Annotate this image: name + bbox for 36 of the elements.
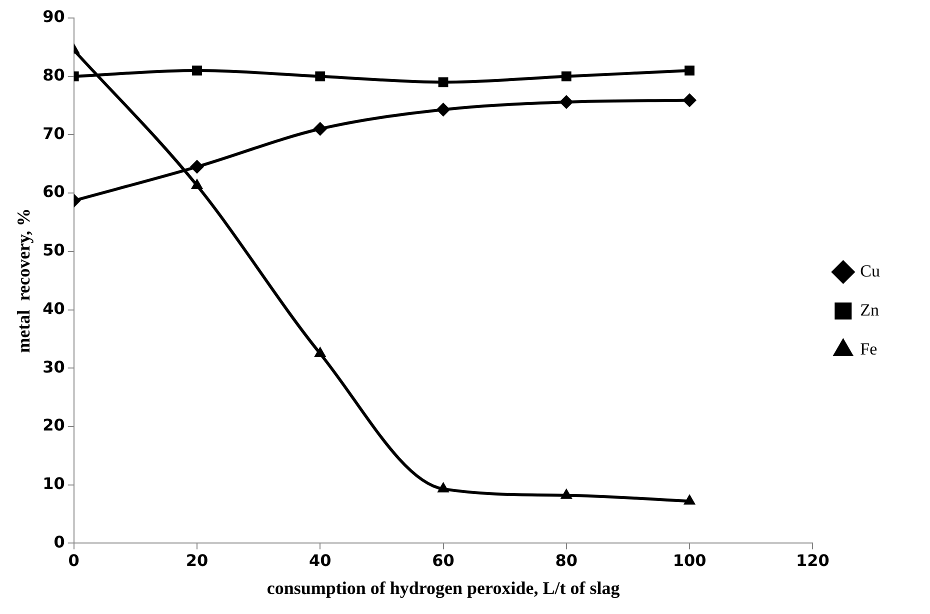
point — [437, 482, 450, 492]
point — [438, 77, 448, 88]
y-axis-title: metal recovery, % — [13, 208, 34, 353]
point — [682, 93, 697, 108]
point — [192, 66, 202, 76]
point — [315, 71, 326, 82]
point — [561, 71, 572, 82]
y-tick-label: 20 — [42, 416, 65, 435]
y-tick-label: 0 — [54, 532, 65, 552]
y-tick-label: 90 — [42, 7, 65, 26]
y-tick-label: 50 — [42, 240, 65, 260]
x-tick-label: 100 — [672, 550, 706, 570]
x-tick-label: 20 — [186, 550, 208, 570]
point — [560, 488, 572, 499]
point — [313, 122, 328, 136]
point — [436, 102, 450, 117]
x-tick-label: 40 — [309, 550, 332, 570]
y-tick-label: 30 — [42, 357, 65, 376]
legend-label: Zn — [860, 300, 880, 320]
y-tick-label: 60 — [42, 182, 65, 202]
legend-label: Fe — [860, 339, 878, 358]
legend-label: Cu — [860, 261, 880, 280]
x-tick-label: 120 — [796, 550, 830, 570]
x-axis-title: consumption of hydrogen peroxide, L/t of slag — [266, 578, 620, 598]
point — [559, 95, 574, 110]
point — [314, 346, 326, 358]
x-tick-label: 80 — [555, 550, 578, 570]
y-tick-label: 40 — [42, 298, 65, 318]
y-tick-label: 80 — [42, 66, 65, 85]
y-tick-label: 70 — [42, 124, 65, 143]
x-tick-label: 60 — [432, 550, 454, 570]
point — [683, 494, 696, 505]
point — [684, 66, 694, 76]
x-tick-label: 0 — [68, 550, 80, 570]
y-tick-label: 10 — [42, 474, 65, 493]
point — [190, 160, 204, 174]
